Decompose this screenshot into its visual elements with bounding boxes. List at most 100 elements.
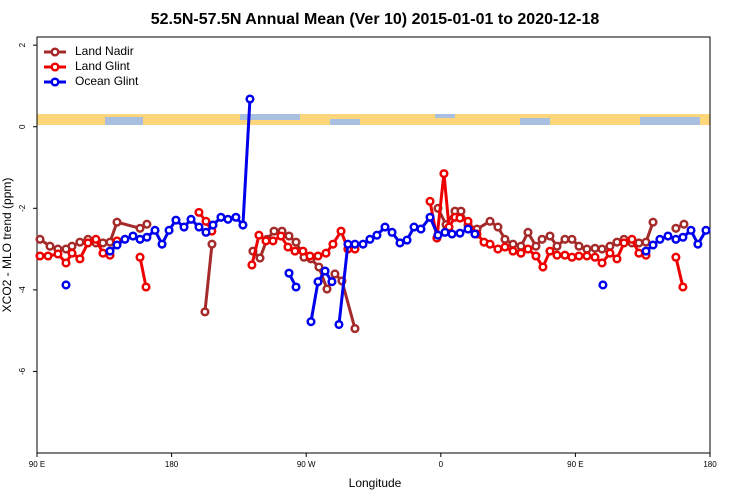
y-axis-label: XCO2 - MLO trend (ppm) (0, 178, 14, 313)
point (493, 244, 503, 254)
point (545, 231, 555, 241)
point (330, 269, 340, 279)
point (238, 220, 248, 230)
point (648, 217, 658, 227)
point (91, 234, 101, 244)
point (247, 260, 257, 270)
point (463, 224, 473, 234)
point (290, 246, 300, 256)
point (284, 268, 294, 278)
point (179, 222, 189, 232)
point (112, 240, 122, 250)
point (582, 244, 592, 254)
point (207, 239, 217, 249)
point (255, 253, 265, 263)
point (350, 324, 360, 334)
point (470, 229, 480, 239)
point (201, 216, 211, 226)
point (447, 229, 457, 239)
point (537, 234, 547, 244)
point (135, 252, 145, 262)
legend-label: Ocean Glint (75, 74, 139, 88)
point (531, 241, 541, 251)
point (135, 223, 145, 233)
x-axis-label: Longitude (349, 476, 402, 490)
x-tick-label: 180 (165, 460, 179, 469)
y-tick-label: 0 (18, 124, 27, 129)
x-tick-label: 90 E (567, 460, 583, 469)
point (336, 226, 346, 236)
point (35, 251, 45, 261)
x-tick-label: 90 E (29, 460, 45, 469)
point (538, 262, 548, 272)
point (135, 234, 145, 244)
point (61, 258, 71, 268)
point (216, 212, 226, 222)
point (268, 236, 278, 246)
point (157, 239, 167, 249)
point (142, 232, 152, 242)
series-line (309, 268, 334, 322)
point (679, 219, 689, 229)
x-tick-label: 0 (439, 460, 444, 469)
legend-label: Land Glint (75, 59, 130, 73)
y-tick-label: 2 (18, 42, 27, 47)
point (508, 239, 518, 249)
point (612, 237, 622, 247)
y-tick-label: -4 (18, 286, 27, 294)
point (372, 230, 382, 240)
point (395, 238, 405, 248)
point (350, 239, 360, 249)
point (574, 241, 584, 251)
point (141, 282, 151, 292)
point (283, 242, 293, 252)
point (655, 234, 665, 244)
point (298, 246, 308, 256)
point (365, 234, 375, 244)
point (598, 280, 608, 290)
point (500, 242, 510, 252)
point (231, 212, 241, 222)
point (53, 249, 63, 259)
point (402, 235, 412, 245)
x-tick-label: 180 (703, 460, 717, 469)
legend-marker (50, 62, 60, 72)
point (485, 239, 495, 249)
point (142, 219, 152, 229)
point (455, 228, 465, 238)
point (245, 94, 255, 104)
point (35, 234, 45, 244)
y-tick-label: -2 (18, 204, 27, 212)
point (456, 206, 466, 216)
point (328, 239, 338, 249)
point (605, 248, 615, 258)
point (313, 251, 323, 261)
point (634, 248, 644, 258)
point (590, 243, 600, 253)
point (523, 227, 533, 237)
point (120, 234, 130, 244)
point (627, 234, 637, 244)
chart-title: 52.5N-57.5N Annual Mean (Ver 10) 2015-01… (151, 11, 600, 28)
point (75, 237, 85, 247)
point (261, 236, 271, 246)
point (83, 238, 93, 248)
x-tick-label: 90 W (297, 460, 316, 469)
point (128, 231, 138, 241)
point (545, 246, 555, 256)
point (605, 241, 615, 251)
point (686, 225, 696, 235)
series-line (674, 256, 685, 288)
point (223, 214, 233, 224)
point (67, 248, 77, 258)
point (455, 213, 465, 223)
point (409, 222, 419, 232)
series-line (203, 244, 214, 313)
point (194, 222, 204, 232)
point (463, 216, 473, 226)
point (150, 225, 160, 235)
point (276, 231, 286, 241)
point (701, 225, 711, 235)
y-tick-label: -6 (18, 367, 27, 375)
point (634, 238, 644, 248)
